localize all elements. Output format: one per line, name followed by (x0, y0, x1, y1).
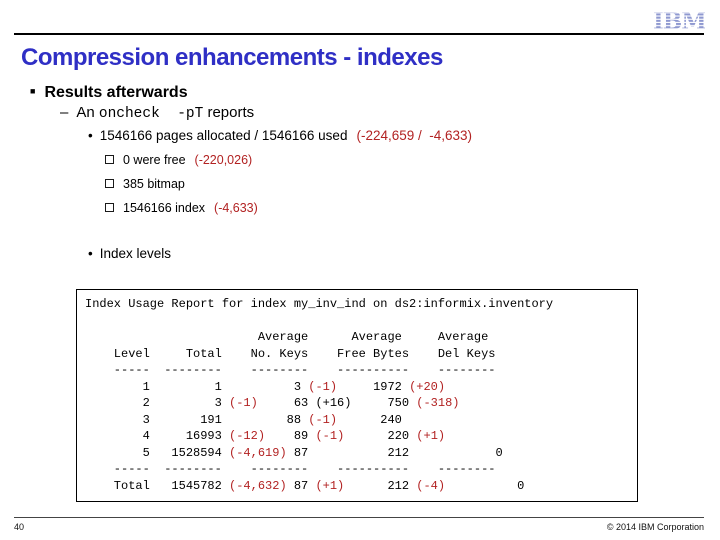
report-text: 4 16993 (85, 429, 230, 443)
page-title: Compression enhancements - indexes (21, 44, 443, 71)
report-delta-value: (-4,619) (229, 445, 287, 460)
bullet-oncheck-reports: – An oncheck -pT reports (60, 104, 254, 122)
checkbox-bullet-icon (105, 179, 114, 188)
oncheck-pre: An (76, 104, 95, 121)
report-text: 1 1 3 (85, 379, 309, 394)
checkitem-bitmap: 385 bitmap (105, 177, 194, 191)
report-delta-value: (-318) (416, 396, 460, 410)
index-usage-report: Index Usage Report for index my_inv_ind … (76, 289, 638, 502)
report-delta-value: (+20) (409, 379, 446, 394)
report-text: 89 (265, 429, 316, 443)
index-levels-label: Index levels (99, 246, 172, 261)
ibm-logo-icon: IBM (653, 8, 705, 33)
checkitem-delta: (-220,026) (194, 153, 253, 167)
pages-allocated-delta: (-224,659 / -4,633) (356, 128, 473, 143)
checkitem-were-free: 0 were free (-220,026) (105, 153, 252, 167)
report-line: 1 1 3 (-1) 1972 (+20) (85, 379, 637, 396)
page-number: 40 (14, 522, 25, 532)
oncheck-command: oncheck -pT (98, 106, 204, 122)
report-line: Level Total No. Keys Free Bytes Del Keys (85, 346, 637, 363)
dash-bullet-icon: – (60, 104, 69, 121)
checkbox-bullet-icon (105, 155, 114, 164)
report-text: 1972 (337, 379, 410, 394)
report-text: 63 (+16) 750 (257, 396, 417, 410)
header-divider (14, 33, 704, 35)
report-text: ----- -------- -------- ---------- -----… (85, 363, 496, 377)
report-line: 2 3 (-1) 63 (+16) 750 (-318) (85, 395, 637, 412)
report-delta-value: (-1) (308, 379, 338, 394)
bullet-index-levels: • Index levels (88, 246, 171, 261)
report-body: Index Usage Report for index my_inv_ind … (85, 296, 637, 494)
footer-divider (14, 517, 704, 518)
report-text: 220 (344, 429, 417, 443)
oncheck-post: reports (207, 104, 255, 121)
report-delta-value: (-1) (229, 396, 258, 410)
ibm-logo-text: IBM (653, 8, 705, 33)
dot-bullet-icon: • (88, 246, 93, 261)
report-delta-value: (-12) (229, 429, 266, 443)
report-text: 3 191 88 (85, 412, 309, 427)
report-text: Index Usage Report for index my_inv_ind … (85, 297, 554, 311)
square-bullet-icon: ■ (30, 86, 36, 96)
report-line: ----- -------- -------- ---------- -----… (85, 461, 637, 478)
report-delta-value: (+1) (416, 429, 446, 443)
report-text: 87 (286, 478, 316, 493)
report-line: 3 191 88 (-1) 240 (85, 412, 637, 429)
bullet1-label: Results afterwards (44, 84, 188, 101)
copyright-text: © 2014 IBM Corporation (606, 522, 704, 532)
report-text: 87 212 0 (286, 445, 503, 460)
dot-bullet-icon: • (88, 128, 93, 143)
report-line: 5 1528594 (-4,619) 87 212 0 (85, 445, 637, 462)
report-text: ----- -------- -------- ---------- -----… (85, 462, 496, 476)
bullet-results-afterwards: ■ Results afterwards (30, 84, 188, 102)
report-delta-value: (-4,632) (229, 478, 287, 493)
report-line: Index Usage Report for index my_inv_ind … (85, 296, 637, 313)
report-text: 2 3 (85, 396, 230, 410)
report-delta-value: (+1) (315, 478, 345, 493)
checkbox-bullet-icon (105, 203, 114, 212)
report-text: 5 1528594 (85, 445, 230, 460)
report-text: Average Average Average (85, 330, 489, 344)
report-text: 240 (337, 412, 402, 427)
report-line: 4 16993 (-12) 89 (-1) 220 (+1) (85, 428, 637, 445)
checkitem-text: 385 bitmap (123, 177, 185, 191)
report-text: 212 (344, 478, 417, 493)
checkitem-text: 0 were free (123, 153, 186, 167)
report-line: Average Average Average (85, 329, 637, 346)
report-text: Total 1545782 (85, 478, 230, 493)
checkitem-index: 1546166 index (-4,633) (105, 201, 258, 215)
report-line (85, 313, 637, 330)
report-line: ----- -------- -------- ---------- -----… (85, 362, 637, 379)
checkitem-text: 1546166 index (123, 201, 206, 215)
report-delta-value: (-1) (308, 412, 338, 427)
bullet-pages-allocated: • 1546166 pages allocated / 1546166 used (… (88, 128, 472, 143)
pages-allocated-text: 1546166 pages allocated / 1546166 used (99, 128, 348, 143)
report-line: Total 1545782 (-4,632) 87 (+1) 212 (-4) … (85, 478, 637, 495)
checkitem-delta: (-4,633) (214, 201, 258, 215)
report-delta-value: (-1) (315, 429, 345, 443)
report-text: Level Total No. Keys Free Bytes Del Keys (85, 346, 496, 361)
report-text: 0 (445, 478, 525, 493)
report-delta-value: (-4) (416, 478, 446, 493)
